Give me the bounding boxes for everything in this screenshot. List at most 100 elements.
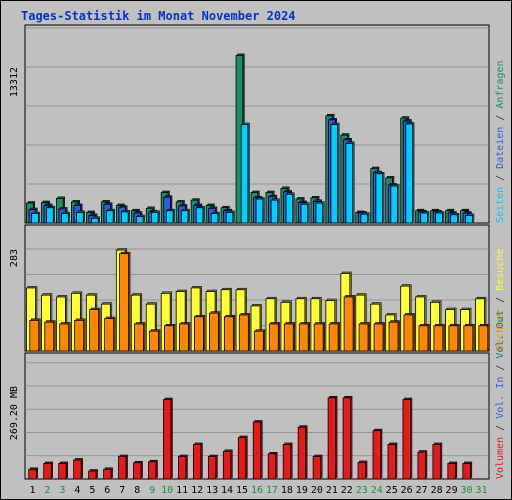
panel-requests-seiten-bar-face (165, 210, 174, 224)
panel-requests-seiten-bar-face (91, 217, 99, 224)
panel-volume-volumen-bar-face (372, 430, 381, 480)
panel-visits-rechner-bar (134, 322, 146, 352)
panel-requests-seiten-bar-face (270, 199, 279, 224)
panel-volume-volumen-bar-face (462, 463, 471, 480)
panel-requests-seiten-bar (345, 141, 355, 224)
panel-requests-seiten-bar (31, 211, 41, 224)
day-tick-label: 7 (119, 485, 125, 496)
panel-visits-rechner-bar (44, 320, 56, 352)
panel-visits-rechner-bar (209, 311, 221, 352)
panel-volume-volumen-bar-face (402, 399, 411, 480)
panel-volume-volumen-bar-face (88, 470, 97, 480)
panel-volume-volumen-bar-face (447, 463, 456, 480)
panel-visits-rechner-bar (59, 322, 71, 352)
panel-requests-seiten-bar-face (420, 212, 428, 224)
panel-volume-volumen-bar (163, 397, 173, 480)
panel-volume-volumen-bar (222, 449, 233, 480)
panel-requests-seiten-bar (165, 208, 175, 224)
panel-visits-rechner-bar (268, 322, 281, 352)
day-tick-label: 10 (161, 485, 173, 496)
panel-visits-rechner-bar (89, 307, 101, 352)
panel-requests-seiten-bar (120, 210, 130, 224)
panel-visits-rechner-bar-face (29, 319, 40, 352)
panel-visits-rechner-bar (283, 322, 296, 352)
panel-volume-volumen-bar (312, 454, 323, 480)
panel-visits-rechner-bar (388, 320, 400, 352)
panel-visits-rechner-bar-face (89, 309, 100, 352)
panel-requests-seiten-bar (255, 197, 265, 224)
panel-volume-volumen-bar (402, 397, 413, 480)
day-tick-label: 24 (371, 485, 383, 496)
panel-visits-rechner-bar (373, 322, 385, 352)
panel-volume-volumen-bar-face (267, 453, 277, 480)
panel-visits-max-label: 283 (9, 249, 20, 267)
day-tick-label: 13 (206, 485, 218, 496)
panel-requests-seiten-bar-face (450, 214, 458, 224)
panel-requests-max-label: 13312 (9, 67, 20, 97)
day-tick-label: 8 (134, 485, 140, 496)
legend-visits: Rechner / Besuche (495, 249, 506, 351)
legend-requests-separator: / (495, 109, 506, 127)
day-tick-label: 23 (356, 485, 368, 496)
legend-visits-separator: / (495, 291, 506, 309)
panel-requests-seiten-bar (375, 171, 385, 224)
panel-visits-rechner-bar (433, 323, 445, 352)
day-tick-label: 19 (296, 485, 308, 496)
panel-visits-rechner-bar-face (238, 314, 249, 352)
panel-requests-seiten-bar-face (180, 210, 189, 224)
panel-visits-rechner-bar-face (463, 325, 474, 352)
panel-visits-rechner-bar-face (223, 316, 234, 352)
panel-volume-volumen-bar-face (312, 456, 322, 480)
panel-requests-seiten-bar-face (46, 207, 54, 224)
day-tick-label: 3 (59, 485, 65, 496)
panel-visits-rechner-bar-face (134, 323, 144, 352)
day-tick-label: 30 (461, 485, 473, 496)
legend-requests-separator: / (495, 169, 506, 187)
panel-volume-volumen-bar-face (163, 399, 172, 480)
panel-requests-seiten-bar-face (375, 173, 383, 224)
panel-volume-volumen-bar-face (133, 462, 142, 480)
legend-anfragen: Anfragen (495, 60, 506, 108)
panel-volume-volumen-bar-face (342, 397, 351, 480)
panel-volume-volumen-bar-face (222, 450, 232, 480)
panel-visits-rechner-bar-face (104, 318, 115, 352)
panel-visits-rechner-bar (179, 322, 191, 352)
panel-requests-seiten-bar (420, 211, 430, 224)
day-tick-label: 17 (266, 485, 278, 496)
panel-requests-seiten-bar (106, 208, 115, 224)
panel-requests-seiten-bar-face (285, 193, 294, 224)
panel-volume-volumen-bar (148, 459, 158, 480)
day-tick-label: 15 (236, 485, 248, 496)
legend-volume: Volumen / Vol. In / Vol. Out (495, 310, 506, 479)
panel-requests-seiten-bar (450, 212, 460, 224)
panel-volume-volumen-bar-face (237, 437, 247, 480)
panel-visits-rechner-bar (223, 314, 236, 352)
panel-volume-volumen-bar-face (387, 444, 396, 480)
panel-requests-seiten-bar (61, 211, 71, 224)
panel-volume-volumen-bar-face (178, 456, 187, 480)
panel-visits-rechner-bar (358, 322, 370, 352)
legend-vol-out: Vol. Out (495, 310, 506, 358)
panel-volume-volumen-bar-face (252, 421, 262, 480)
panel-visits-rechner-bar (448, 323, 460, 352)
panel-requests-seiten-bar-face (195, 207, 204, 224)
panel-volume-volumen-bar (58, 461, 68, 480)
panel-volume-volumen-bar (327, 396, 338, 480)
panel-requests-seiten-bar (195, 205, 205, 224)
panel-visits-rechner-bar-face (209, 312, 219, 352)
legend-requests: Seiten / Dateien / Anfragen (495, 60, 506, 223)
panel-visits-rechner-bar (238, 313, 251, 352)
panel-requests-seiten-bar-face (240, 124, 249, 224)
panel-requests-seiten-bar (270, 198, 280, 224)
panel-visits-rechner-bar-face (358, 323, 369, 352)
panel-requests-seiten-bar (225, 210, 235, 224)
panel-volume-volumen-bar-face (432, 444, 441, 480)
day-tick-label: 27 (416, 485, 428, 496)
day-tick-label: 26 (401, 485, 413, 496)
day-tick-label: 18 (281, 485, 293, 496)
legend-besuche: Besuche (495, 249, 506, 291)
panel-visits-rechner-bar (253, 329, 266, 352)
panel-visits-rechner-bar-face (298, 323, 309, 352)
